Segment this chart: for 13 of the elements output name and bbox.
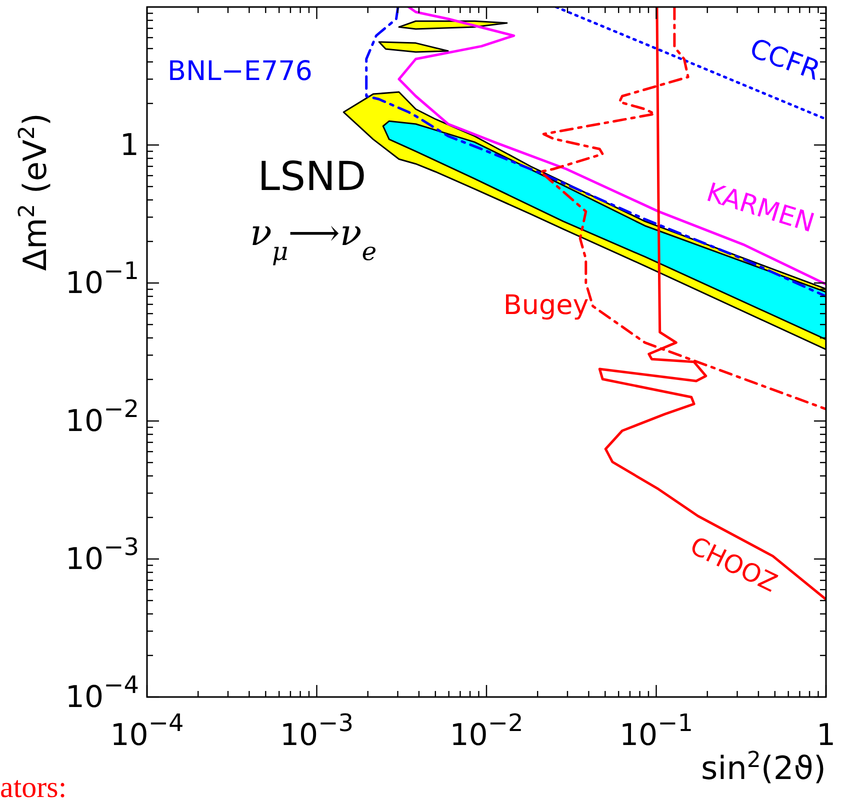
- annotation: ν$_{μ}$⟶ν$_{e}$: [250, 213, 377, 266]
- series-label: BNL−E776: [168, 56, 312, 87]
- y-tick-label: 10$^{−2}$: [65, 395, 139, 439]
- series-label: Bugey: [503, 290, 589, 321]
- text: ators:: [0, 771, 67, 801]
- x-tick-label: 10$^{−2}$: [450, 709, 524, 753]
- y-tick-label: 10$^{−3}$: [65, 533, 139, 577]
- x-tick-label: 10$^{−3}$: [280, 709, 354, 753]
- x-tick-label: 10$^{−1}$: [619, 709, 694, 753]
- annotation: LSND: [258, 154, 366, 200]
- y-tick-label: 10$^{−1}$: [65, 257, 139, 301]
- text: CCFR: [746, 33, 824, 87]
- y-tick-label: 1: [120, 128, 139, 163]
